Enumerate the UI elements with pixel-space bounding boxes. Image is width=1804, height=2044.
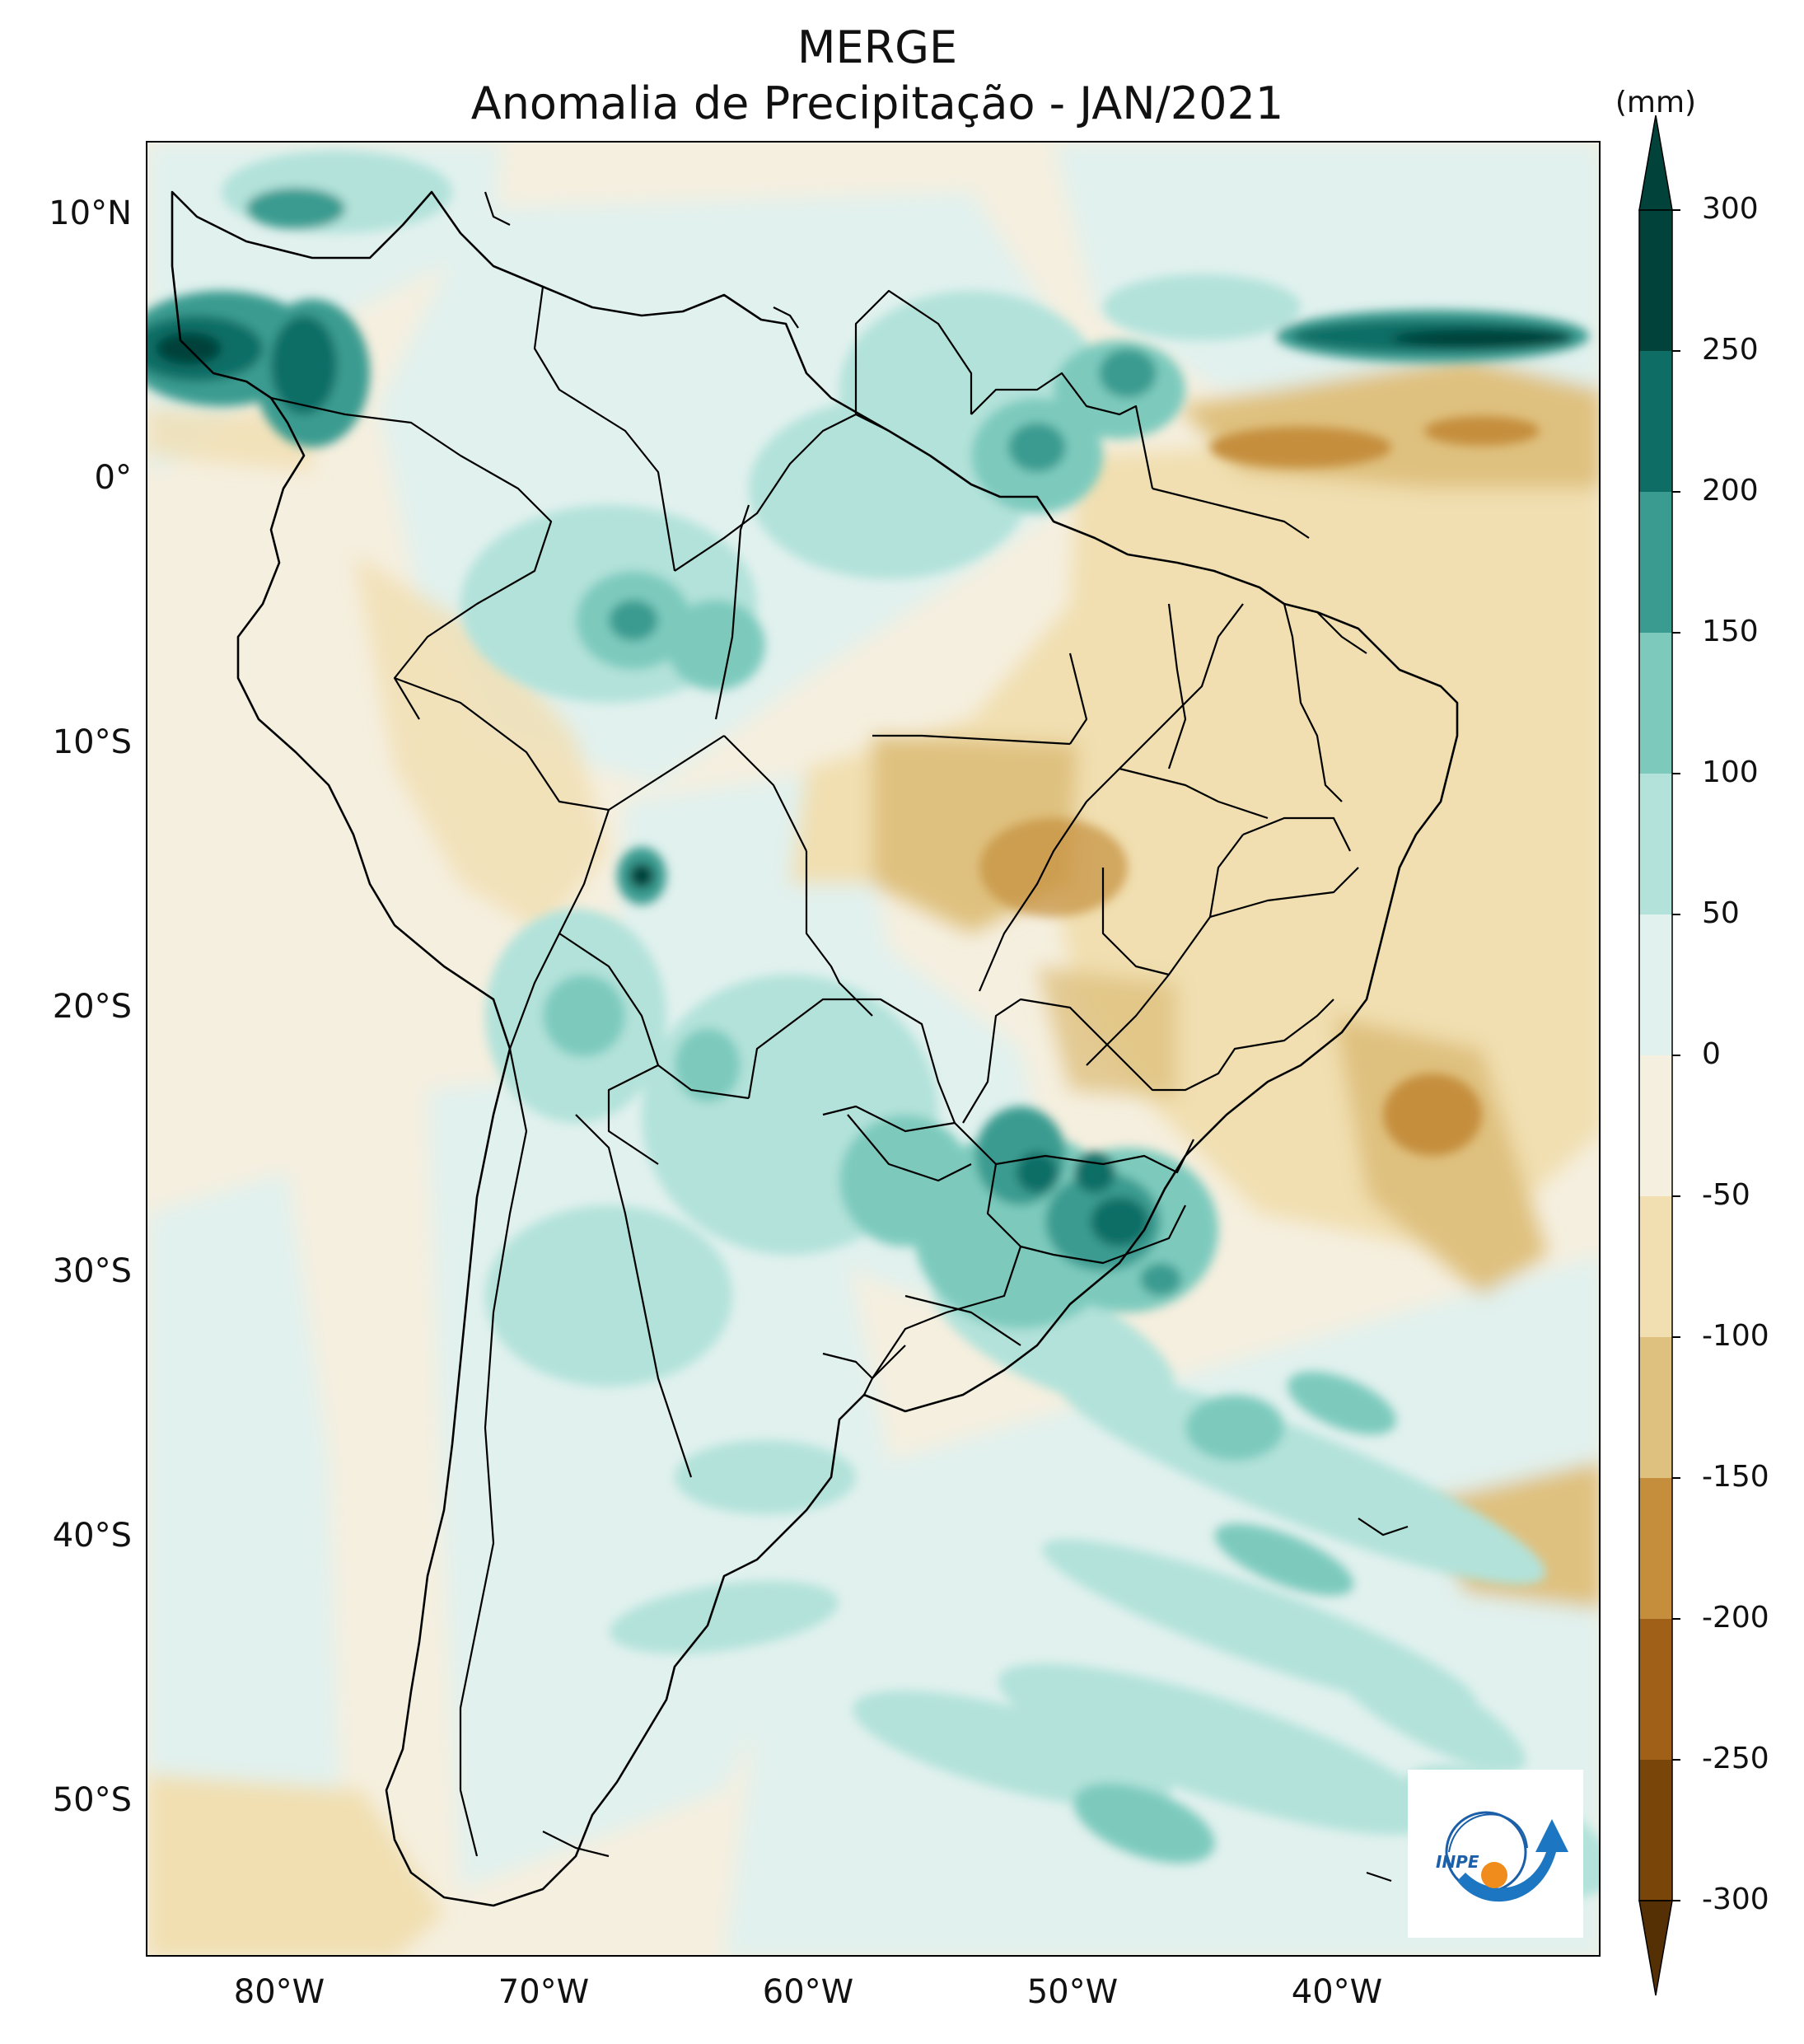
colorbar-segment xyxy=(1639,1337,1672,1479)
colorbar-segment xyxy=(1639,1760,1672,1901)
colorbar-segment xyxy=(1639,1055,1672,1197)
colorbar-segment xyxy=(1639,633,1672,774)
colorbar-label: -300 xyxy=(1702,1883,1769,1916)
colorbar-segment xyxy=(1639,1478,1672,1620)
lat-tick-label: 0° xyxy=(94,459,132,497)
colorbar-label: -50 xyxy=(1702,1178,1750,1212)
colorbar-label: -150 xyxy=(1702,1460,1769,1494)
colorbar-label: 50 xyxy=(1702,896,1740,930)
colorbar-extend-min xyxy=(1638,1900,1673,1996)
lon-tick-label: 50°W xyxy=(1026,1973,1119,2011)
lat-tick-label: 20°S xyxy=(52,988,132,1026)
colorbar-segment xyxy=(1639,774,1672,915)
colorbar-extend-max xyxy=(1638,115,1673,211)
lon-tick-label: 40°W xyxy=(1291,1973,1383,2011)
colorbar-label: -200 xyxy=(1702,1601,1769,1635)
political-borders xyxy=(270,286,1367,1857)
lat-tick-label: 40°S xyxy=(52,1517,132,1555)
colorbar-label: 0 xyxy=(1702,1037,1721,1071)
precipitation-anomaly-map xyxy=(147,143,1599,1955)
lon-tick-label: 60°W xyxy=(762,1973,854,2011)
lat-tick-label: 10°N xyxy=(49,194,132,232)
colorbar-segment xyxy=(1639,492,1672,634)
colorbar-segment xyxy=(1639,914,1672,1056)
map-title-line2: Anomalia de Precipitação - JAN/2021 xyxy=(470,77,1284,129)
colorbar-segment xyxy=(1639,351,1672,493)
anomaly-field-strong xyxy=(147,151,1599,1898)
lon-tick-label: 80°W xyxy=(233,1973,325,2011)
colorbar-label: 150 xyxy=(1702,615,1759,648)
continent-outline xyxy=(171,190,1459,1907)
inpe-logo: INPE xyxy=(1408,1770,1583,1938)
coast-details xyxy=(484,191,1409,1883)
inpe-logo-text: INPE xyxy=(1436,1852,1479,1872)
inpe-logo-graphic xyxy=(1445,1811,1568,1902)
lon-tick-label: 70°W xyxy=(498,1973,590,2011)
colorbar-label: 250 xyxy=(1702,333,1759,367)
colorbar-segment xyxy=(1639,1196,1672,1338)
map-title-line1: MERGE xyxy=(797,21,958,73)
colorbar-segment xyxy=(1639,1619,1672,1761)
colorbar xyxy=(1638,115,1680,1996)
colorbar-label: 300 xyxy=(1702,192,1759,226)
map-panel xyxy=(146,141,1601,1957)
colorbar-label: -250 xyxy=(1702,1742,1769,1775)
colorbar-label: 100 xyxy=(1702,755,1759,789)
lat-tick-label: 30°S xyxy=(52,1252,132,1290)
lat-tick-label: 10°S xyxy=(52,723,132,761)
colorbar-segment xyxy=(1639,210,1672,352)
colorbar-label: 200 xyxy=(1702,474,1759,507)
colorbar-label: -100 xyxy=(1702,1319,1769,1353)
colorbar-unit: (mm) xyxy=(1615,86,1697,119)
lat-tick-label: 50°S xyxy=(52,1781,132,1819)
